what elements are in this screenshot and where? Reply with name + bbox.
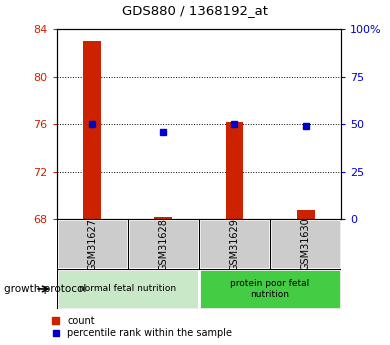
Text: GSM31627: GSM31627: [87, 218, 97, 270]
Text: GDS880 / 1368192_at: GDS880 / 1368192_at: [122, 4, 268, 17]
Text: protein poor fetal
nutrition: protein poor fetal nutrition: [230, 279, 310, 299]
Bar: [199, 219, 270, 269]
Bar: [128, 219, 199, 269]
Bar: [297, 210, 315, 219]
Bar: [154, 217, 172, 219]
Bar: [83, 41, 101, 219]
Text: normal fetal nutrition: normal fetal nutrition: [79, 284, 176, 294]
Text: GSM31628: GSM31628: [158, 218, 168, 270]
Legend: count, percentile rank within the sample: count, percentile rank within the sample: [51, 316, 232, 338]
Text: GSM31630: GSM31630: [301, 218, 311, 270]
Bar: [57, 269, 199, 309]
Text: GSM31629: GSM31629: [229, 218, 239, 270]
Bar: [270, 219, 341, 269]
Bar: [225, 122, 243, 219]
Bar: [57, 219, 128, 269]
Bar: [199, 269, 341, 309]
Text: growth protocol: growth protocol: [4, 284, 86, 294]
